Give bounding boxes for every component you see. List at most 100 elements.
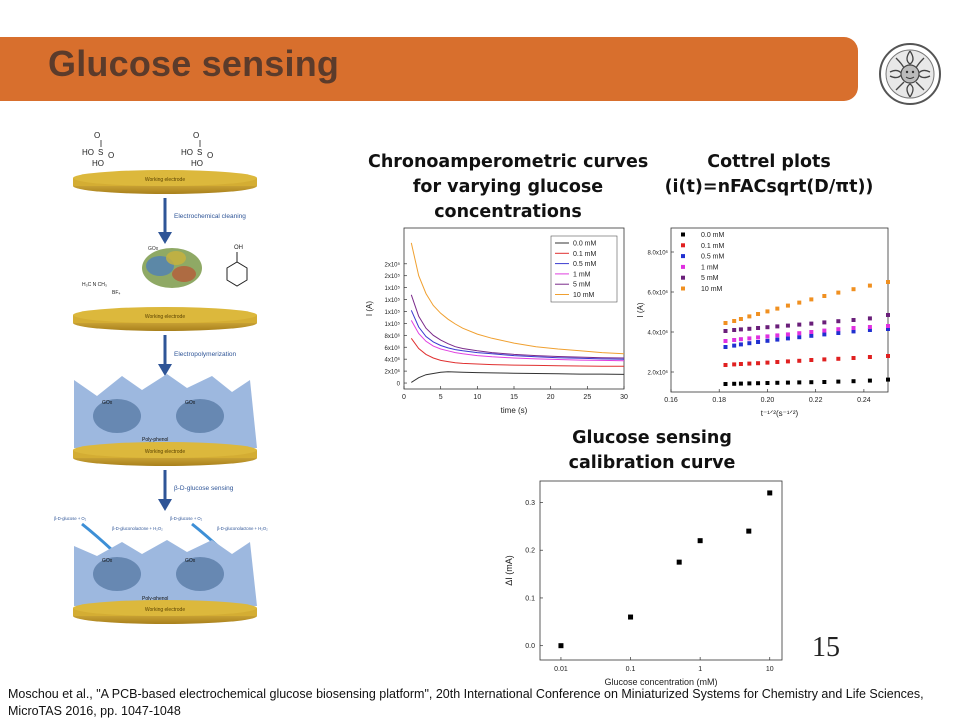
data-point bbox=[785, 380, 790, 385]
calibration-chart: 0.01 0.1 1 10 0.0 0.1 0.2 0.3 Glucose concentrat… bbox=[500, 475, 790, 690]
data-point bbox=[732, 362, 737, 367]
data-point bbox=[676, 559, 682, 565]
data-point bbox=[723, 321, 728, 325]
data-point bbox=[775, 306, 780, 311]
x-tick-label: 0 bbox=[402, 394, 406, 401]
data-point bbox=[886, 354, 890, 358]
y-tick-label: 0.1 bbox=[525, 595, 535, 602]
data-point bbox=[785, 323, 790, 328]
data-point bbox=[747, 326, 752, 331]
step-arrow-glucose-sensing: β-D-glucose sensing bbox=[158, 470, 234, 511]
data-point bbox=[809, 333, 814, 338]
data-point bbox=[867, 355, 872, 359]
x-tick-label: 10 bbox=[766, 666, 774, 673]
series-line bbox=[411, 371, 625, 383]
data-point bbox=[797, 322, 802, 327]
data-point bbox=[797, 358, 802, 363]
data-point bbox=[756, 340, 761, 344]
data-point bbox=[723, 382, 728, 386]
data-point bbox=[747, 336, 752, 341]
y-axis-title: I (A) bbox=[365, 301, 374, 316]
chronoamperometric-chart-svg: 0 5 10 15 20 25 30 0 2x10⁶ 4x10⁶ 6x10⁶ 8x10⁶ 1x10⁵ 1x… bbox=[365, 227, 628, 415]
step-arrow-electropolymerization: Electropolymerization bbox=[158, 335, 237, 376]
chronoamperometric-chart: 0 5 10 15 20 25 30 0 2x10⁶ 4x10⁶ 6x10⁶ 8x10⁶ 1x10⁵ 1x… bbox=[362, 222, 632, 417]
plot-frame bbox=[670, 227, 889, 393]
slide-number: 15 bbox=[812, 632, 840, 663]
working-electrode-4: Working electrode bbox=[73, 600, 257, 624]
data-point bbox=[836, 379, 841, 384]
data-point bbox=[738, 327, 743, 332]
sulfonic-acid-molecules: OHO S OHO OHO S OHO bbox=[82, 131, 213, 168]
svg-text:Working electrode: Working electrode bbox=[145, 177, 185, 183]
svg-text:β-D-gluconolactone + H₂O₂: β-D-gluconolactone + H₂O₂ bbox=[112, 526, 163, 531]
data-point bbox=[775, 380, 780, 385]
data-point bbox=[732, 338, 737, 342]
data-point bbox=[723, 339, 728, 343]
data-point bbox=[732, 381, 737, 386]
x-axis-title: Glucose concentration (mM) bbox=[604, 677, 717, 687]
data-point bbox=[738, 362, 743, 366]
svg-text:GOx: GOx bbox=[185, 558, 196, 564]
y-tick-label: 2x10⁵ bbox=[385, 261, 401, 268]
svg-text:BF₄: BF₄ bbox=[112, 290, 120, 296]
legend-label: 1 mM bbox=[701, 264, 719, 271]
data-point bbox=[809, 330, 814, 334]
svg-text:GOx: GOx bbox=[102, 558, 113, 564]
data-point bbox=[867, 316, 872, 321]
x-tick-label: 0.1 bbox=[626, 666, 636, 673]
svg-text:Electrochemical cleaning: Electrochemical cleaning bbox=[174, 213, 246, 220]
data-point bbox=[738, 317, 743, 321]
svg-text:HO: HO bbox=[92, 159, 104, 168]
svg-text:GOx: GOx bbox=[185, 400, 196, 406]
data-point bbox=[765, 381, 770, 385]
legend-label: 0.0 mM bbox=[573, 241, 597, 248]
data-point bbox=[886, 377, 890, 382]
y-tick-label: 4x10⁶ bbox=[385, 357, 401, 364]
svg-text:Electropolymerization: Electropolymerization bbox=[174, 351, 237, 358]
svg-text:β-D-glucose + O₂: β-D-glucose + O₂ bbox=[54, 516, 87, 521]
y-tick-label: 1x10⁵ bbox=[385, 309, 401, 316]
data-point bbox=[851, 318, 856, 322]
data-point bbox=[851, 379, 856, 384]
data-point bbox=[738, 337, 743, 342]
data-point bbox=[775, 333, 780, 338]
legend-label: 0.1 mM bbox=[573, 251, 597, 258]
data-point bbox=[851, 329, 856, 334]
legend-label: 0.1 mM bbox=[701, 243, 725, 250]
legend-label: 5 mM bbox=[573, 282, 591, 289]
legend-label: 1 mM bbox=[573, 271, 591, 278]
data-point bbox=[809, 321, 814, 326]
calibration-chart-svg: 0.01 0.1 1 10 0.0 0.1 0.2 0.3 Glucose concentrat… bbox=[504, 480, 783, 687]
polyphenol-layer-2: GOx GOx Poly-phenol bbox=[74, 540, 257, 606]
data-point bbox=[628, 614, 634, 620]
data-point bbox=[822, 380, 827, 384]
data-point bbox=[836, 327, 841, 332]
citation: Moschou et al., "A PCB-based electrochem… bbox=[8, 687, 924, 718]
data-point bbox=[785, 332, 790, 337]
data-point bbox=[723, 363, 728, 367]
working-electrode-2: Working electrode bbox=[73, 307, 257, 331]
data-point bbox=[732, 343, 737, 348]
data-point bbox=[785, 336, 790, 341]
x-axis-title: time (s) bbox=[501, 406, 528, 415]
biosensor-schematic: OHO S OHO OHO S OHO Working electrode Electr… bbox=[54, 131, 268, 624]
gox-enzyme-and-phenol: GOx H₃C N CH₃ BF₄ OH bbox=[82, 245, 248, 296]
svg-text:O: O bbox=[94, 131, 100, 140]
series-line bbox=[410, 320, 625, 362]
data-point bbox=[746, 528, 752, 534]
data-point bbox=[867, 283, 872, 288]
x-tick-label: 0.24 bbox=[857, 397, 871, 404]
data-point bbox=[756, 326, 761, 330]
data-point bbox=[886, 324, 890, 328]
data-point bbox=[765, 325, 770, 330]
data-point bbox=[756, 381, 761, 386]
series-line bbox=[410, 338, 625, 367]
x-tick-label: 25 bbox=[583, 394, 591, 401]
data-point bbox=[747, 381, 752, 386]
legend-swatch bbox=[681, 243, 685, 248]
slide-title: Glucose sensing bbox=[48, 43, 340, 84]
y-axis-title: I (A) bbox=[636, 302, 645, 317]
data-point bbox=[886, 280, 890, 284]
data-point bbox=[767, 490, 773, 496]
data-point bbox=[732, 328, 737, 332]
